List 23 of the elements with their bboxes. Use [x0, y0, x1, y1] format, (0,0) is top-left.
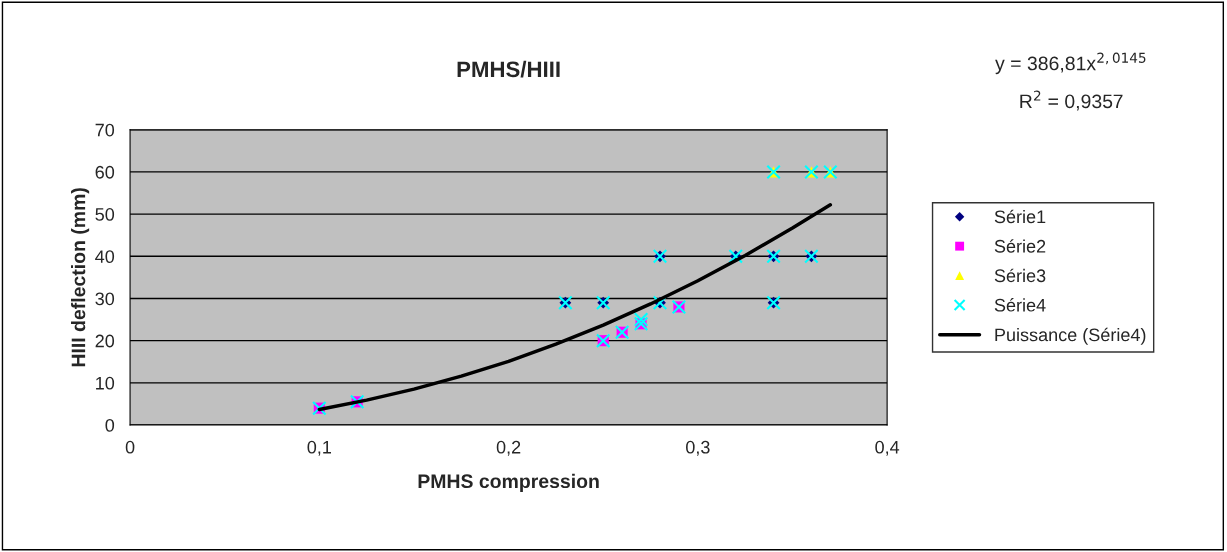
y-tick-label: 20 — [95, 334, 115, 348]
x-tick-label: 0,2 — [496, 440, 521, 456]
legend-label: Série4 — [994, 298, 1046, 312]
y-tick-label: 10 — [96, 376, 115, 390]
x-tick-label: 0,3 — [686, 440, 710, 456]
y-tick-label: 70 — [95, 123, 115, 137]
x-axis-title: PMHS compression — [418, 473, 599, 492]
legend-label: Série2 — [994, 239, 1046, 253]
x-tick-label: 0,1 — [307, 440, 331, 456]
legend-label: Série3 — [994, 268, 1046, 283]
text: R$^{2}$ = 0,9357 — [1020, 90, 1123, 111]
x-tick-label: 0,4 — [875, 440, 900, 456]
y-axis-title: HIII deflection (mm) — [71, 188, 90, 367]
y-tick-label: 40 — [95, 250, 115, 264]
chart-title: PMHS/HIII — [457, 60, 560, 78]
legend-label: Série1 — [994, 209, 1046, 224]
x-tick-label: 0 — [125, 440, 135, 454]
y-tick-label: 60 — [95, 165, 115, 179]
y-tick-label: 50 — [95, 208, 115, 221]
y-tick-label: 0 — [105, 418, 115, 432]
legend-label: Puissance (Série4) — [995, 327, 1146, 345]
y-tick-label: 30 — [95, 292, 115, 306]
text: y = 386,81x$^{2,0145}$ — [995, 52, 1146, 75]
